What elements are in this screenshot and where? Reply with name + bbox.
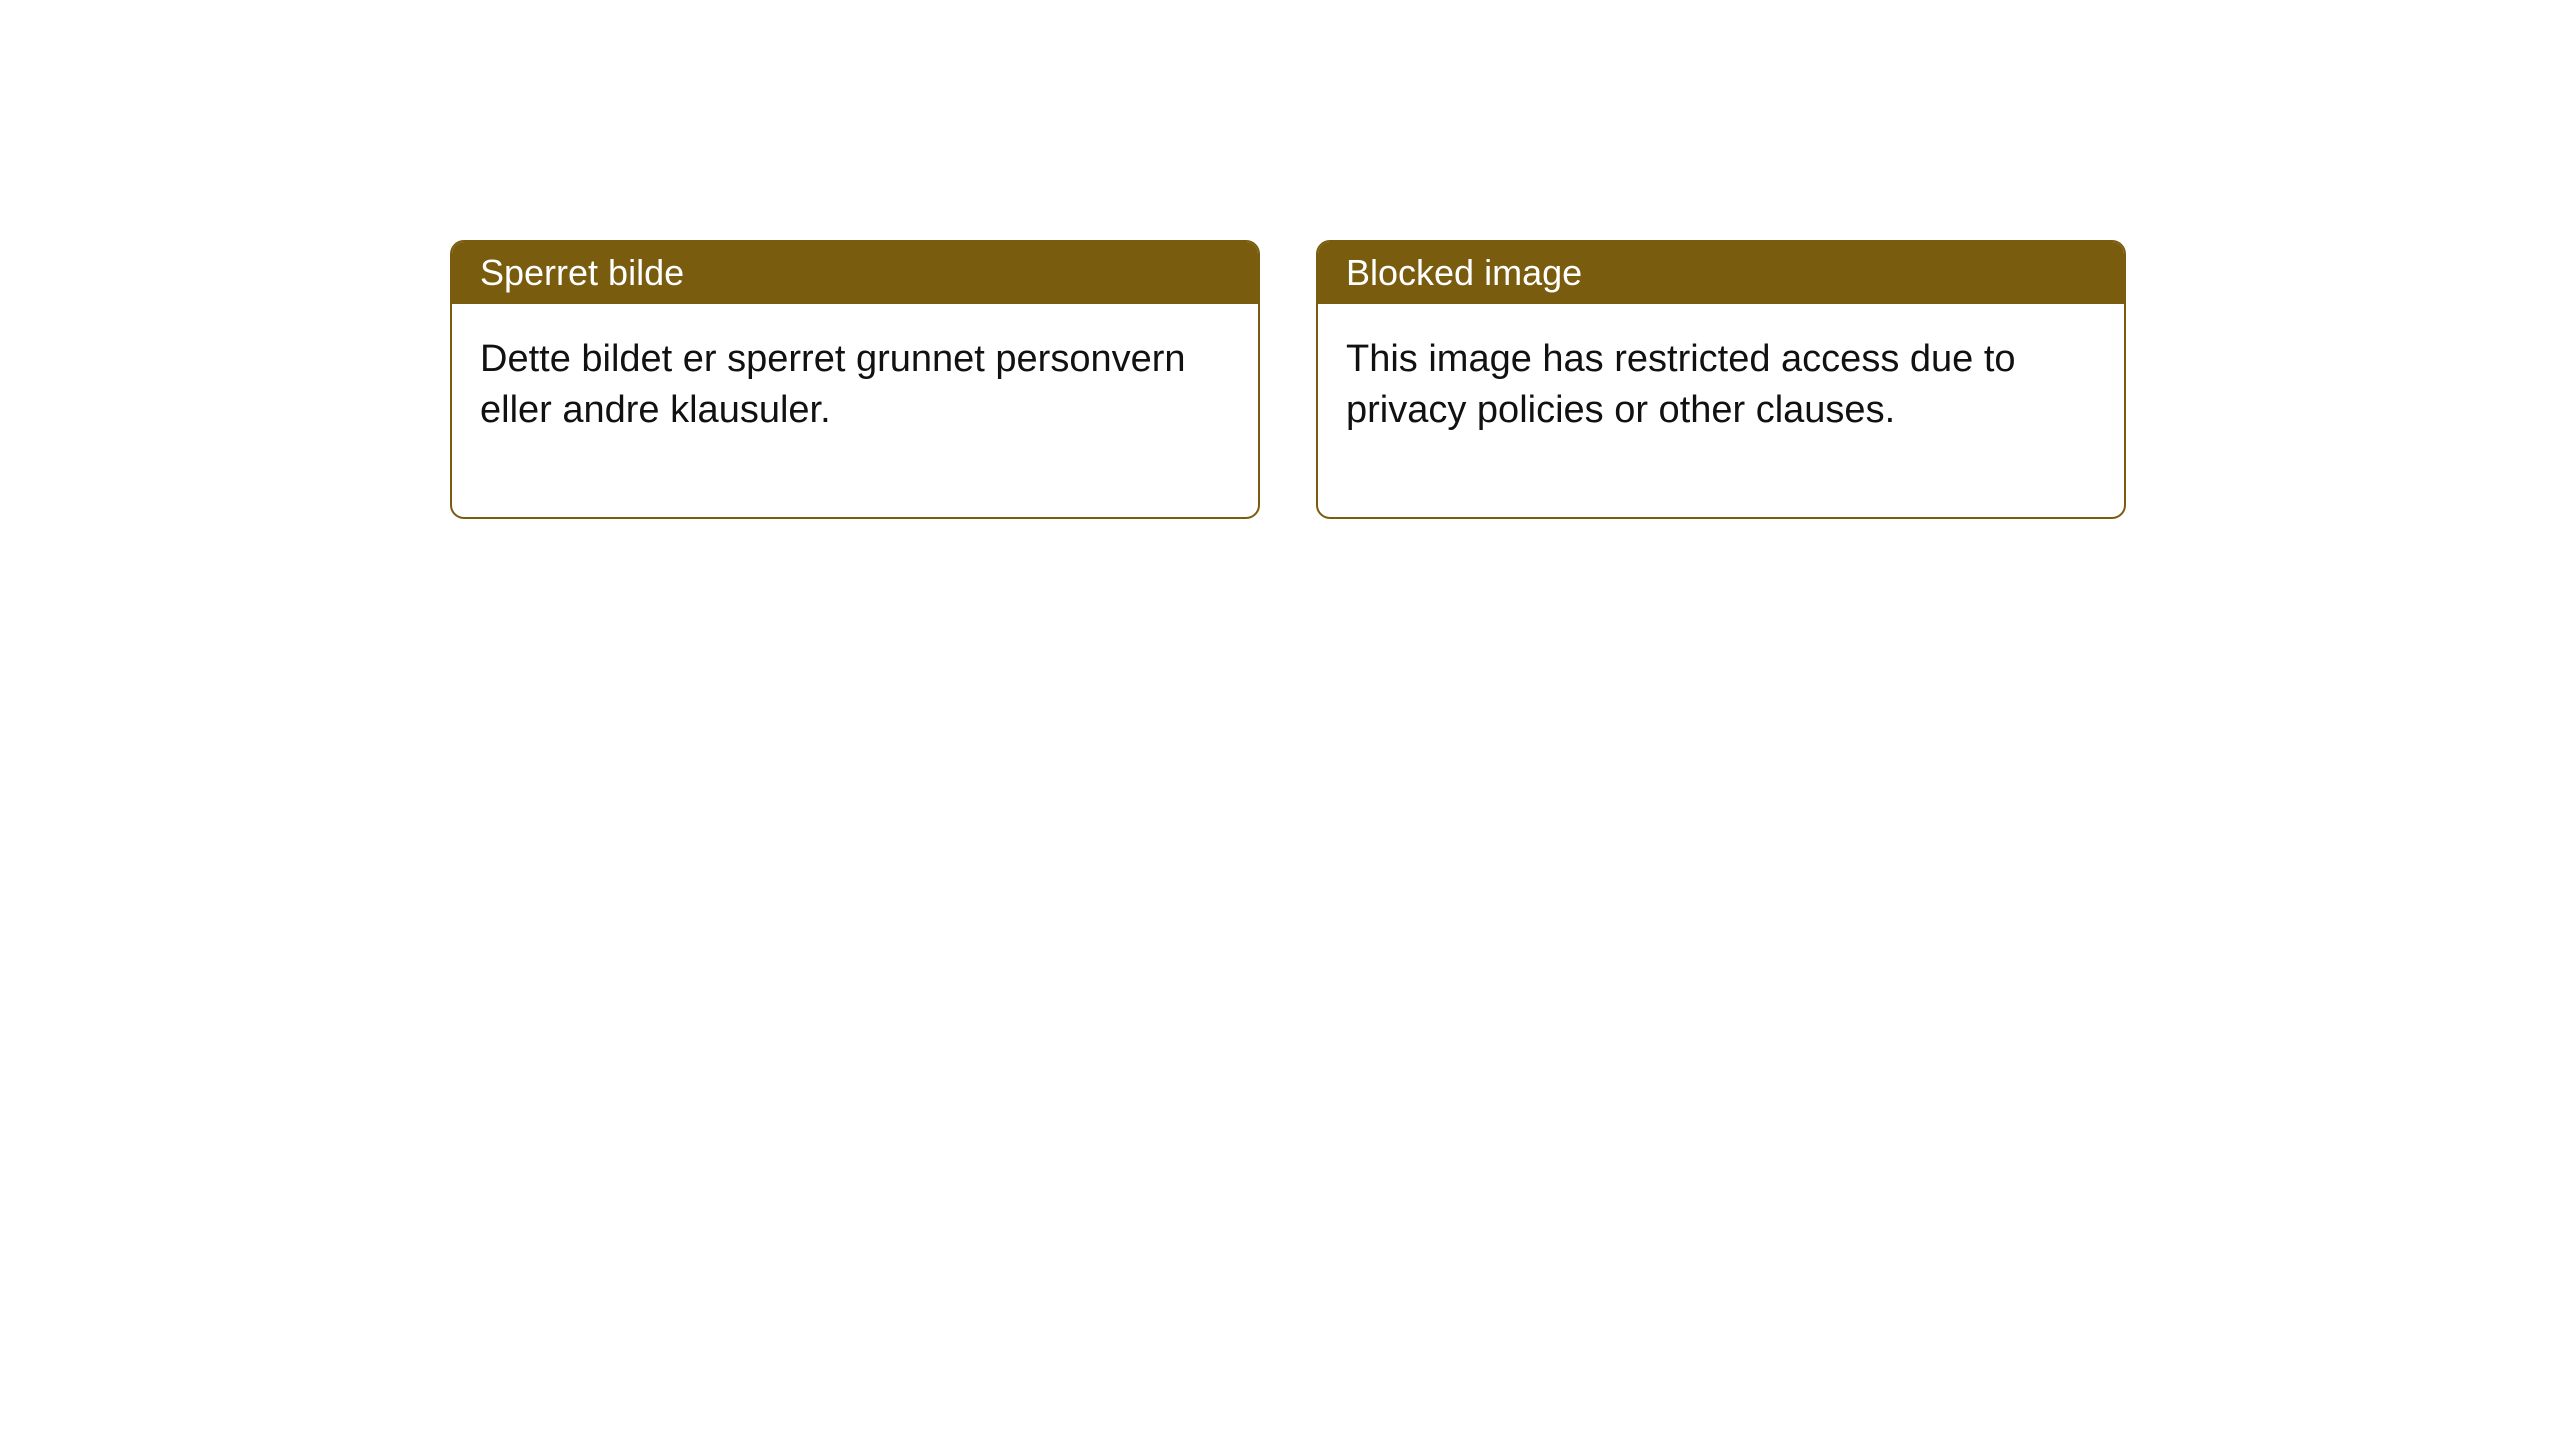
notice-card-no: Sperret bilde Dette bildet er sperret gr… <box>450 240 1260 519</box>
notice-container: Sperret bilde Dette bildet er sperret gr… <box>0 0 2560 519</box>
notice-card-body: Dette bildet er sperret grunnet personve… <box>452 304 1258 517</box>
notice-card-title: Sperret bilde <box>452 242 1258 304</box>
notice-card-title: Blocked image <box>1318 242 2124 304</box>
notice-card-en: Blocked image This image has restricted … <box>1316 240 2126 519</box>
notice-card-body: This image has restricted access due to … <box>1318 304 2124 517</box>
